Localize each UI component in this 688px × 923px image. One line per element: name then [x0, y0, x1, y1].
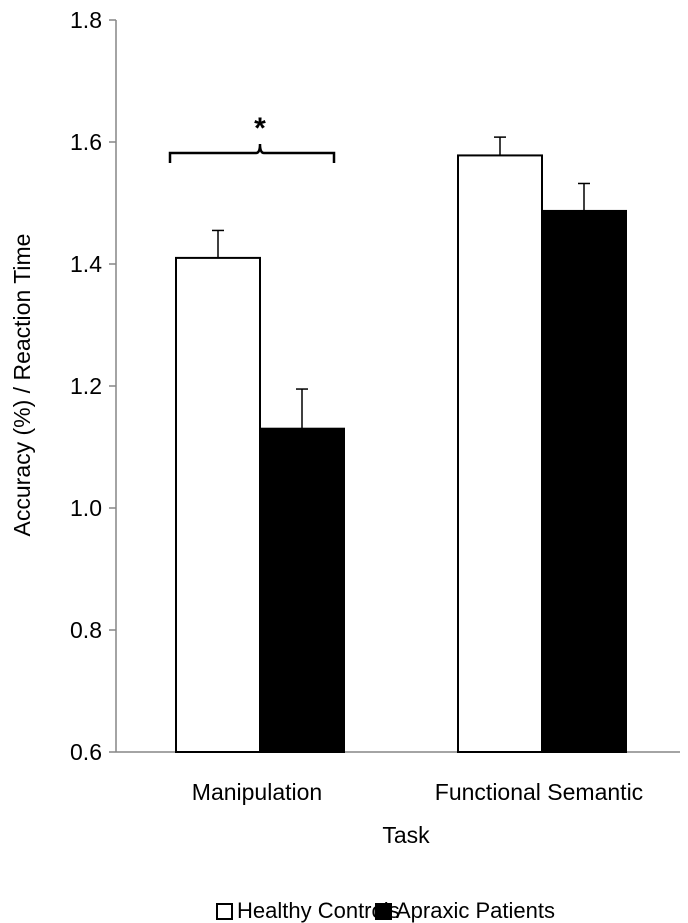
y-tick-label: 0.8: [70, 617, 102, 643]
x-axis: Manipulation Functional Semantic: [116, 751, 680, 805]
legend-label-apraxic-patients: Apraxic Patients: [396, 898, 555, 923]
x-axis-title: Task: [382, 822, 430, 848]
bars: [175, 154, 627, 754]
y-axis: 0.6 0.8 1.0 1.2 1.4 1.6 1.8: [70, 7, 117, 765]
significance-bracket: [168, 143, 336, 163]
error-bars: [212, 136, 590, 429]
significance-star: *: [254, 112, 266, 145]
x-category-label: Functional Semantic: [435, 779, 643, 805]
bar: [457, 154, 543, 754]
bar: [259, 427, 345, 753]
legend-label-healthy-controls: Healthy Controls: [237, 898, 400, 923]
bar: [175, 256, 261, 753]
y-axis-title: Accuracy (%) / Reaction Time: [9, 234, 35, 537]
y-tick-label: 1.8: [70, 7, 102, 33]
y-tick-label: 1.4: [70, 251, 102, 277]
y-tick-label: 0.6: [70, 739, 102, 765]
significance-annotation: *: [168, 112, 336, 163]
bar: [541, 209, 627, 753]
y-tick-label: 1.2: [70, 373, 102, 399]
legend-swatch-healthy-controls: [216, 903, 233, 920]
x-category-label: Manipulation: [192, 779, 322, 805]
legend-swatch-apraxic-patients: [375, 903, 392, 920]
y-tick-label: 1.0: [70, 495, 102, 521]
y-tick-label: 1.6: [70, 129, 102, 155]
legend: Healthy Controls Apraxic Patients: [216, 898, 555, 923]
